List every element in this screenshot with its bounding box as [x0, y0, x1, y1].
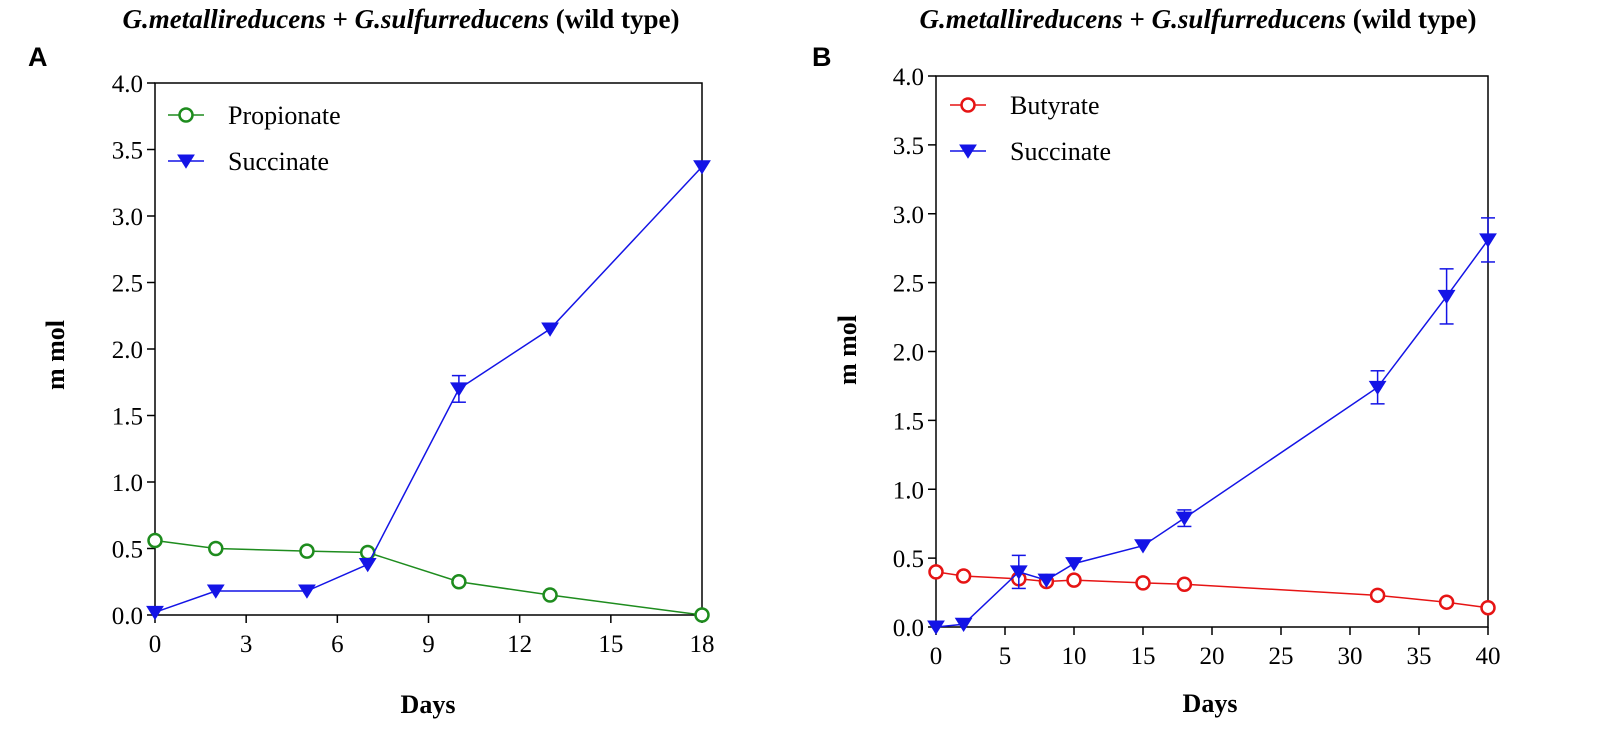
- data-point-marker: [693, 160, 711, 175]
- legend-entry: Succinate: [168, 147, 329, 176]
- data-point-marker: [954, 617, 973, 632]
- data-point-marker: [1369, 587, 1386, 604]
- chart-title: G.metallireducens + G.sulfurreducens (wi…: [123, 4, 680, 34]
- data-point-marker: [694, 607, 710, 623]
- data-point-marker: [1368, 380, 1387, 396]
- y-axis-label: m mol: [833, 315, 862, 385]
- y-tick-label: 3.5: [893, 133, 924, 160]
- x-tick-label: 15: [598, 631, 623, 658]
- data-point-marker: [147, 532, 163, 549]
- x-tick-label: 30: [1338, 643, 1363, 670]
- data-point-marker: [1065, 557, 1083, 572]
- data-point-marker: [541, 322, 559, 337]
- data-point-marker: [299, 543, 315, 559]
- x-tick-label: 9: [422, 631, 435, 658]
- legend-label: Succinate: [228, 147, 329, 176]
- y-tick-label: 0.0: [112, 603, 143, 630]
- data-point-marker: [1176, 576, 1193, 593]
- data-point-marker: [1437, 289, 1456, 305]
- data-point-marker: [358, 557, 377, 573]
- data-point-marker: [1135, 575, 1151, 591]
- data-point-marker: [1479, 233, 1497, 248]
- data-point-marker: [955, 568, 972, 584]
- y-tick-label: 1.0: [893, 477, 924, 504]
- series-butyrate: [928, 564, 1496, 616]
- y-tick-label: 3.0: [112, 204, 143, 231]
- data-point-marker: [928, 564, 944, 580]
- x-tick-label: 40: [1476, 643, 1501, 670]
- chart-title: G.metallireducens + G.sulfurreducens (wi…: [920, 4, 1477, 34]
- series-line: [935, 239, 1489, 628]
- data-point-marker: [959, 144, 977, 159]
- x-tick-label: 0: [149, 631, 162, 658]
- x-axis-label: Days: [1183, 689, 1238, 718]
- y-tick-label: 2.0: [893, 340, 924, 367]
- data-point-marker: [927, 620, 945, 635]
- data-point-marker: [1066, 572, 1082, 588]
- legend-label: Succinate: [1010, 137, 1111, 166]
- legend-entry: Succinate: [950, 137, 1111, 166]
- x-tick-label: 10: [1062, 643, 1087, 670]
- data-point-marker: [542, 587, 558, 603]
- y-tick-label: 2.0: [112, 337, 143, 364]
- legend-label: Propionate: [228, 101, 341, 130]
- data-point-marker: [960, 97, 976, 113]
- data-point-marker: [451, 574, 467, 590]
- x-tick-label: 25: [1269, 643, 1294, 670]
- y-axis-label: m mol: [41, 320, 70, 390]
- y-tick-label: 3.0: [893, 202, 924, 229]
- data-point-marker: [146, 605, 164, 621]
- legend-entry: Butyrate: [950, 91, 1100, 120]
- data-point-marker: [177, 154, 195, 169]
- data-point-marker: [1037, 573, 1056, 588]
- y-tick-label: 1.0: [112, 470, 143, 497]
- x-tick-label: 18: [690, 631, 715, 658]
- data-point-marker: [206, 584, 225, 599]
- series-line: [154, 539, 703, 616]
- panel-label: A: [28, 42, 48, 72]
- legend-entry: Propionate: [168, 101, 341, 130]
- y-tick-label: 4.0: [112, 71, 143, 98]
- x-tick-label: 12: [507, 631, 532, 658]
- chart-panel-a: G.metallireducens + G.sulfurreducens (wi…: [28, 4, 715, 719]
- y-tick-label: 1.5: [112, 404, 143, 431]
- y-tick-label: 1.5: [893, 408, 924, 435]
- data-point-marker: [208, 540, 224, 557]
- data-point-marker: [449, 382, 468, 397]
- y-tick-label: 0.0: [893, 615, 924, 642]
- x-tick-label: 35: [1407, 643, 1432, 670]
- x-tick-label: 6: [331, 631, 344, 658]
- legend-label: Butyrate: [1010, 91, 1100, 120]
- data-point-marker: [1438, 594, 1455, 610]
- series-propionate: [147, 532, 710, 623]
- y-tick-label: 4.0: [893, 64, 924, 91]
- data-point-marker: [1134, 539, 1152, 554]
- y-tick-label: 0.5: [893, 546, 924, 573]
- data-point-marker: [298, 584, 316, 599]
- data-point-marker: [1175, 511, 1194, 526]
- x-tick-label: 5: [999, 643, 1012, 670]
- data-point-marker: [1480, 599, 1496, 616]
- y-tick-label: 0.5: [112, 537, 143, 564]
- series-succinate: [146, 160, 711, 621]
- chart-panel-b: G.metallireducens + G.sulfurreducens (wi…: [812, 4, 1501, 718]
- data-point-marker: [1009, 565, 1028, 580]
- series-line: [935, 571, 1489, 609]
- series-succinate: [927, 217, 1497, 635]
- y-tick-label: 2.5: [893, 271, 924, 298]
- data-point-marker: [178, 107, 194, 123]
- x-axis-label: Days: [401, 690, 456, 719]
- panel-label: B: [812, 42, 832, 72]
- y-tick-label: 2.5: [112, 271, 143, 298]
- x-tick-label: 3: [240, 631, 253, 658]
- x-tick-label: 20: [1200, 643, 1225, 670]
- y-tick-label: 3.5: [112, 138, 143, 165]
- series-line: [154, 166, 703, 614]
- x-tick-label: 15: [1131, 643, 1156, 670]
- x-tick-label: 0: [930, 643, 943, 670]
